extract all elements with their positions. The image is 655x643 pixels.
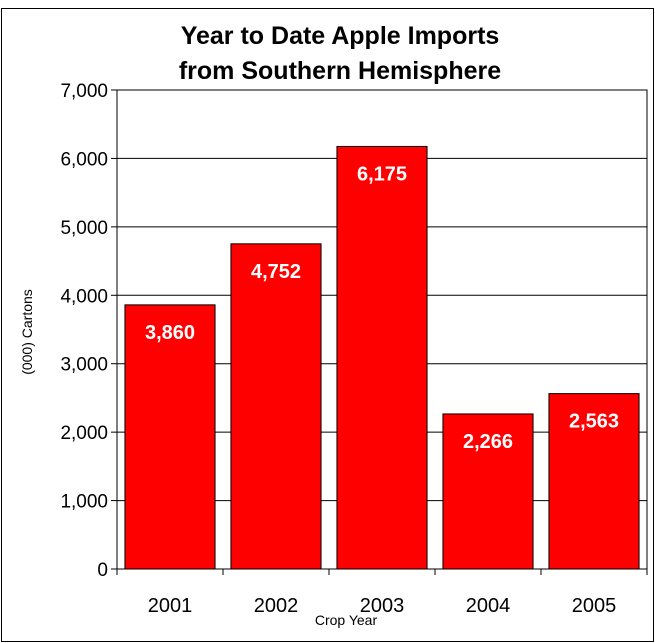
y-tick-label: 6,000 [60,149,108,170]
y-tick-label: 3,000 [60,355,108,376]
bars: 3,860 4,752 6,175 2,266 2,563 [124,145,640,570]
y-axis-ticks: 0 1,000 2,000 3,000 4,000 5,000 6,000 7,000 [60,81,117,581]
y-axis-label: (000) Cartons [19,289,35,375]
bar-2003 [336,145,428,570]
x-tick-label: 2003 [360,595,405,617]
bar-2001 [124,304,216,570]
chart-title-line-1: Year to Date Apple Imports [181,22,500,50]
chart-title-line-2: from Southern Hemisphere [179,57,501,85]
x-tick-label: 2005 [572,595,617,617]
y-tick-label: 4,000 [60,286,108,307]
plot-area-border [116,89,648,570]
y-tick-label: 2,000 [60,423,108,444]
x-tick-label: 2004 [466,595,511,617]
bar-value-label: 3,860 [145,322,195,344]
bar-value-label: 6,175 [357,163,407,185]
bar-value-label: 2,266 [463,431,513,453]
y-tick-label: 7,000 [60,81,108,102]
y-tick-label: 0 [97,560,108,581]
bar-2004 [442,413,534,570]
bar-2002 [230,243,322,570]
bar-value-label: 2,563 [569,411,619,433]
chart-frame [1,8,654,642]
x-axis-label: Crop Year [315,612,378,628]
x-tick-label: 2001 [148,595,193,617]
x-axis-ticks: 2001 2002 2003 2004 2005 [116,569,648,617]
bar-2005 [548,393,640,570]
y-tick-label: 5,000 [60,218,108,239]
y-tick-label: 1,000 [60,492,108,513]
bar-value-label: 4,752 [251,261,301,283]
x-tick-label: 2002 [254,595,299,617]
